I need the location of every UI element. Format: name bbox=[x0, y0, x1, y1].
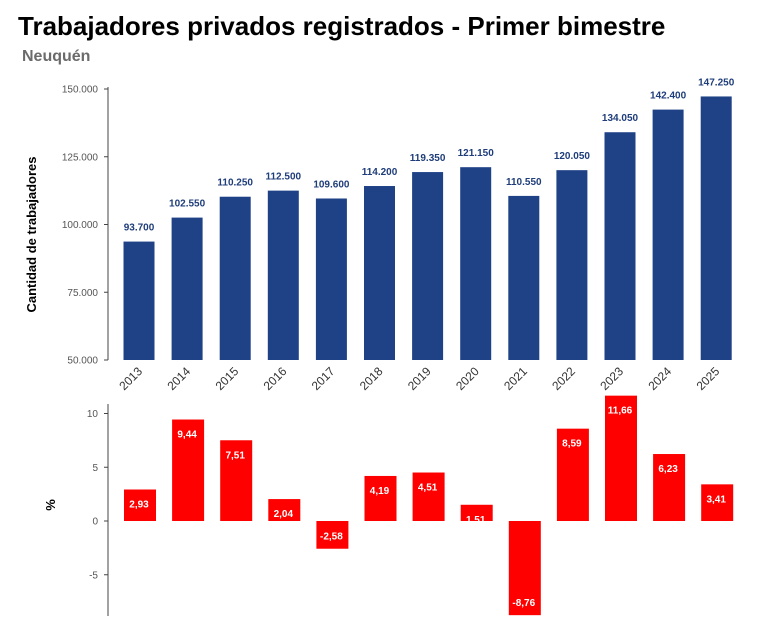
bottom-y-tick-label: 10 bbox=[87, 409, 99, 420]
top-bar-value-label: 119.350 bbox=[410, 153, 446, 164]
top-y-tick-label: 100.000 bbox=[62, 220, 99, 231]
top-bar-value-label: 110.250 bbox=[217, 178, 253, 189]
bottom-bar bbox=[316, 521, 349, 549]
x-tick-label: 2013 bbox=[116, 364, 145, 393]
top-bar bbox=[219, 196, 251, 360]
top-bar bbox=[556, 170, 588, 360]
bottom-bar-value-label: 7,51 bbox=[225, 450, 245, 461]
x-tick-label: 2020 bbox=[453, 364, 482, 393]
chart-title: Trabajadores privados registrados - Prim… bbox=[18, 11, 666, 41]
top-bar-value-label: 109.600 bbox=[313, 179, 350, 190]
top-y-tick-label: 75.000 bbox=[67, 288, 98, 299]
top-bar bbox=[123, 241, 155, 360]
top-bar bbox=[315, 198, 347, 360]
top-bar-value-label: 114.200 bbox=[362, 167, 398, 178]
x-tick-label: 2025 bbox=[694, 364, 723, 393]
top-bar bbox=[604, 132, 636, 360]
bottom-bar bbox=[220, 440, 253, 521]
top-y-tick-label: 125.000 bbox=[62, 152, 99, 163]
bottom-y-axis-label: % bbox=[43, 499, 58, 511]
top-bar-value-label: 121.150 bbox=[458, 148, 495, 159]
x-tick-label: 2023 bbox=[597, 364, 626, 393]
bottom-bar bbox=[460, 504, 493, 521]
top-bar bbox=[460, 167, 492, 360]
x-tick-label: 2019 bbox=[405, 364, 434, 393]
top-bar bbox=[412, 172, 444, 360]
bottom-bar-value-label: -2,58 bbox=[320, 532, 343, 543]
top-y-axis-label: Cantidad de trabajadores bbox=[24, 156, 39, 312]
top-bar-value-label: 147.250 bbox=[698, 77, 735, 88]
bottom-bar bbox=[653, 454, 686, 521]
chart-subtitle: Neuquén bbox=[22, 48, 91, 65]
x-tick-label: 2014 bbox=[164, 364, 193, 393]
x-tick-label: 2024 bbox=[645, 364, 674, 393]
top-bar-value-label: 110.550 bbox=[506, 177, 542, 188]
top-bar bbox=[508, 195, 540, 360]
top-bar-value-label: 142.400 bbox=[650, 91, 687, 102]
bottom-bar bbox=[508, 521, 541, 616]
x-tick-label: 2018 bbox=[357, 364, 386, 393]
bottom-y-tick-label: 5 bbox=[92, 463, 98, 474]
bottom-bar bbox=[124, 489, 156, 521]
bottom-bar-value-label: 4,19 bbox=[370, 486, 390, 497]
bottom-bar-value-label: -8,76 bbox=[512, 598, 535, 609]
x-tick-label: 2016 bbox=[261, 364, 290, 393]
bottom-bar bbox=[412, 472, 445, 521]
x-tick-label: 2017 bbox=[309, 364, 338, 393]
top-bar bbox=[267, 190, 299, 360]
bottom-bar bbox=[364, 475, 397, 521]
top-bar-value-label: 102.550 bbox=[169, 199, 206, 210]
bottom-bar-value-label: 2,93 bbox=[129, 500, 149, 511]
x-tick-label: 2021 bbox=[501, 364, 530, 393]
top-bar bbox=[364, 186, 395, 360]
bottom-bar-value-label: 8,59 bbox=[562, 439, 582, 450]
bottom-bar bbox=[556, 428, 589, 521]
bottom-bar bbox=[268, 499, 301, 521]
top-y-tick-label: 150.000 bbox=[62, 85, 99, 96]
x-tick-label: 2015 bbox=[213, 364, 242, 393]
bottom-bar-value-label: 11,66 bbox=[608, 406, 633, 417]
top-bar-value-label: 112.500 bbox=[265, 172, 301, 183]
top-bar bbox=[652, 109, 684, 360]
x-tick-label: 2022 bbox=[549, 364, 578, 393]
top-y-tick-label: 50.000 bbox=[67, 356, 98, 367]
bottom-bar bbox=[172, 419, 205, 521]
bottom-bar bbox=[605, 395, 637, 521]
bottom-y-tick-label: -5 bbox=[89, 570, 98, 581]
bottom-bar-value-label: 4,51 bbox=[418, 483, 438, 494]
bottom-bar-value-label: 6,23 bbox=[658, 464, 678, 475]
top-bar bbox=[700, 96, 732, 360]
bottom-bar-value-label: 2,04 bbox=[274, 509, 294, 520]
bottom-bar-value-label: 9,44 bbox=[177, 430, 197, 441]
top-bar-value-label: 120.050 bbox=[554, 151, 591, 162]
bottom-bar-value-label: 3,41 bbox=[706, 494, 726, 505]
top-bar-value-label: 93.700 bbox=[124, 223, 155, 234]
bottom-y-tick-label: 0 bbox=[92, 517, 98, 528]
top-bar-value-label: 134.050 bbox=[602, 113, 639, 124]
bottom-bar bbox=[701, 484, 734, 521]
bottom-bar-value-label: 1,51 bbox=[466, 515, 486, 526]
top-bar bbox=[171, 217, 203, 360]
